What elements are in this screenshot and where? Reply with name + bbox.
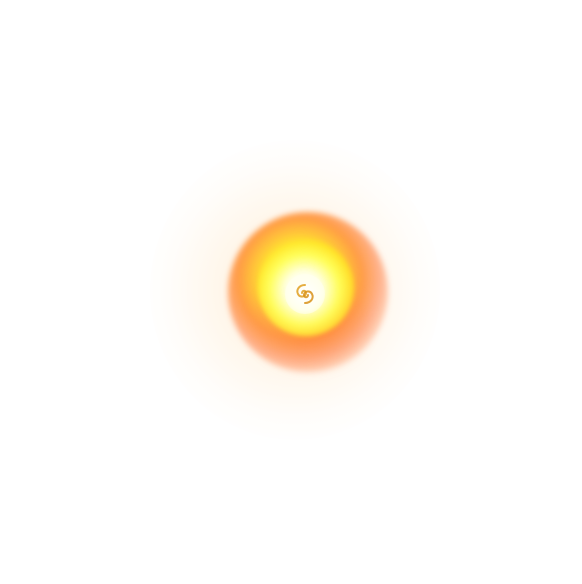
swirl-icon: [296, 284, 314, 304]
